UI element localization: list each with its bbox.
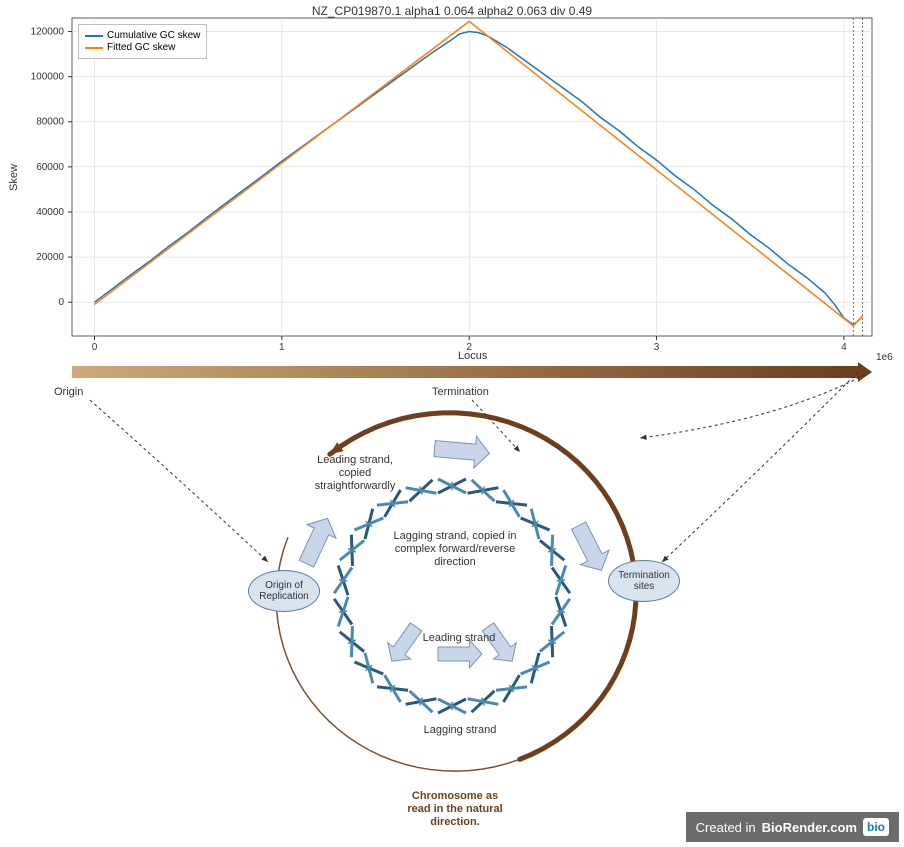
leading-strand-bottom-label: Leading strand [414, 632, 504, 645]
gradient-arrow [72, 362, 872, 382]
y-axis-label: Skew [8, 164, 20, 191]
svg-text:3: 3 [654, 342, 660, 353]
legend-series-1: Cumulative GC skew [107, 30, 200, 41]
lagging-strand-bottom-label: Lagging strand [410, 724, 510, 737]
x-axis-exponent: 1e6 [876, 352, 893, 363]
svg-text:80000: 80000 [36, 117, 64, 128]
biorender-badge: Created in BioRender.com bio [686, 812, 899, 842]
svg-text:120000: 120000 [31, 27, 65, 38]
origin-label: Origin [54, 386, 83, 399]
svg-text:4: 4 [841, 342, 847, 353]
x-axis-label: Locus [458, 350, 487, 362]
biorender-logo-icon: bio [863, 818, 889, 836]
svg-text:0: 0 [58, 297, 64, 308]
replication-diagram [90, 372, 870, 771]
chromosome-caption: Chromosome asread in the naturaldirectio… [380, 790, 530, 830]
svg-text:60000: 60000 [36, 162, 64, 173]
termination-sites-node: Termination sites [608, 560, 680, 602]
figure-canvas: 02000040000600008000010000012000001234 [0, 0, 904, 847]
badge-prefix: Created in [696, 820, 756, 835]
legend-series-2: Fitted GC skew [107, 42, 175, 53]
svg-text:40000: 40000 [36, 207, 64, 218]
chart-title: NZ_CP019870.1 alpha1 0.064 alpha2 0.063 … [0, 4, 904, 18]
chart-plot: 02000040000600008000010000012000001234 [31, 18, 872, 353]
legend: Cumulative GC skew Fitted GC skew [78, 24, 207, 59]
leading-strand-top-label: Leading strand,copiedstraightforwardly [290, 454, 420, 494]
svg-text:0: 0 [92, 342, 98, 353]
lagging-strand-center-label: Lagging strand, copied incomplex forward… [380, 530, 530, 570]
svg-text:100000: 100000 [31, 72, 65, 83]
svg-text:20000: 20000 [36, 252, 64, 263]
badge-brand: BioRender.com [762, 820, 857, 835]
termination-label: Termination [432, 386, 489, 399]
origin-of-replication-node: Origin of Replication [248, 570, 320, 612]
svg-text:1: 1 [279, 342, 285, 353]
